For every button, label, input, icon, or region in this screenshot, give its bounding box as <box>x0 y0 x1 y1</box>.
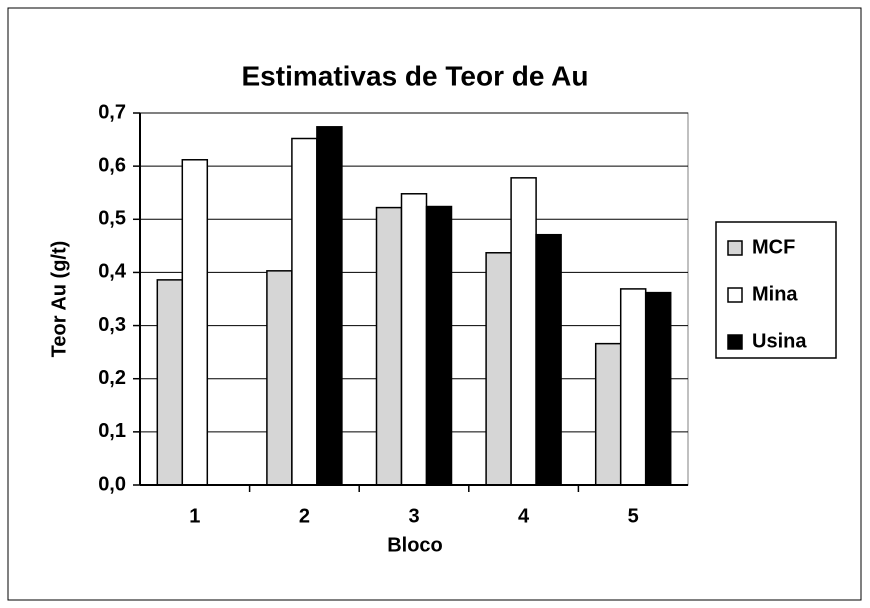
bar <box>291 137 318 486</box>
legend-label: Mina <box>752 283 798 305</box>
y-tick-label: 0,3 <box>98 314 126 336</box>
chart-title: Estimativas de Teor de Au <box>242 60 589 91</box>
bar <box>375 206 403 486</box>
legend-label: MCF <box>752 236 795 258</box>
bar <box>594 342 622 486</box>
bar <box>316 126 343 486</box>
bar <box>644 291 672 486</box>
x-axis-label: Bloco <box>387 534 443 556</box>
y-axis-label: Teor Au (g/t) <box>48 241 70 358</box>
y-tick-label: 0,0 <box>98 473 126 495</box>
bar <box>510 177 537 486</box>
y-tick-label: 0,4 <box>98 261 127 283</box>
bar <box>485 252 512 486</box>
legend-swatch <box>727 287 743 303</box>
x-tick-label: 1 <box>189 505 200 527</box>
legend-swatch <box>727 240 743 256</box>
legend-swatch <box>727 334 743 350</box>
x-tick-label: 5 <box>628 505 639 527</box>
bar <box>181 159 209 486</box>
bar <box>400 193 428 486</box>
bar <box>535 233 562 486</box>
legend-label: Usina <box>752 330 807 352</box>
y-tick-label: 0,6 <box>98 154 126 176</box>
y-tick-label: 0,7 <box>98 101 126 123</box>
x-tick-label: 2 <box>299 505 310 527</box>
bar <box>619 288 647 486</box>
x-tick-label: 3 <box>408 505 419 527</box>
x-tick-label: 4 <box>518 505 530 527</box>
y-tick-label: 0,5 <box>98 208 126 230</box>
bar <box>266 270 293 486</box>
y-tick-label: 0,1 <box>98 420 126 442</box>
bar <box>156 279 184 486</box>
bar <box>425 205 453 486</box>
y-tick-label: 0,2 <box>98 367 126 389</box>
